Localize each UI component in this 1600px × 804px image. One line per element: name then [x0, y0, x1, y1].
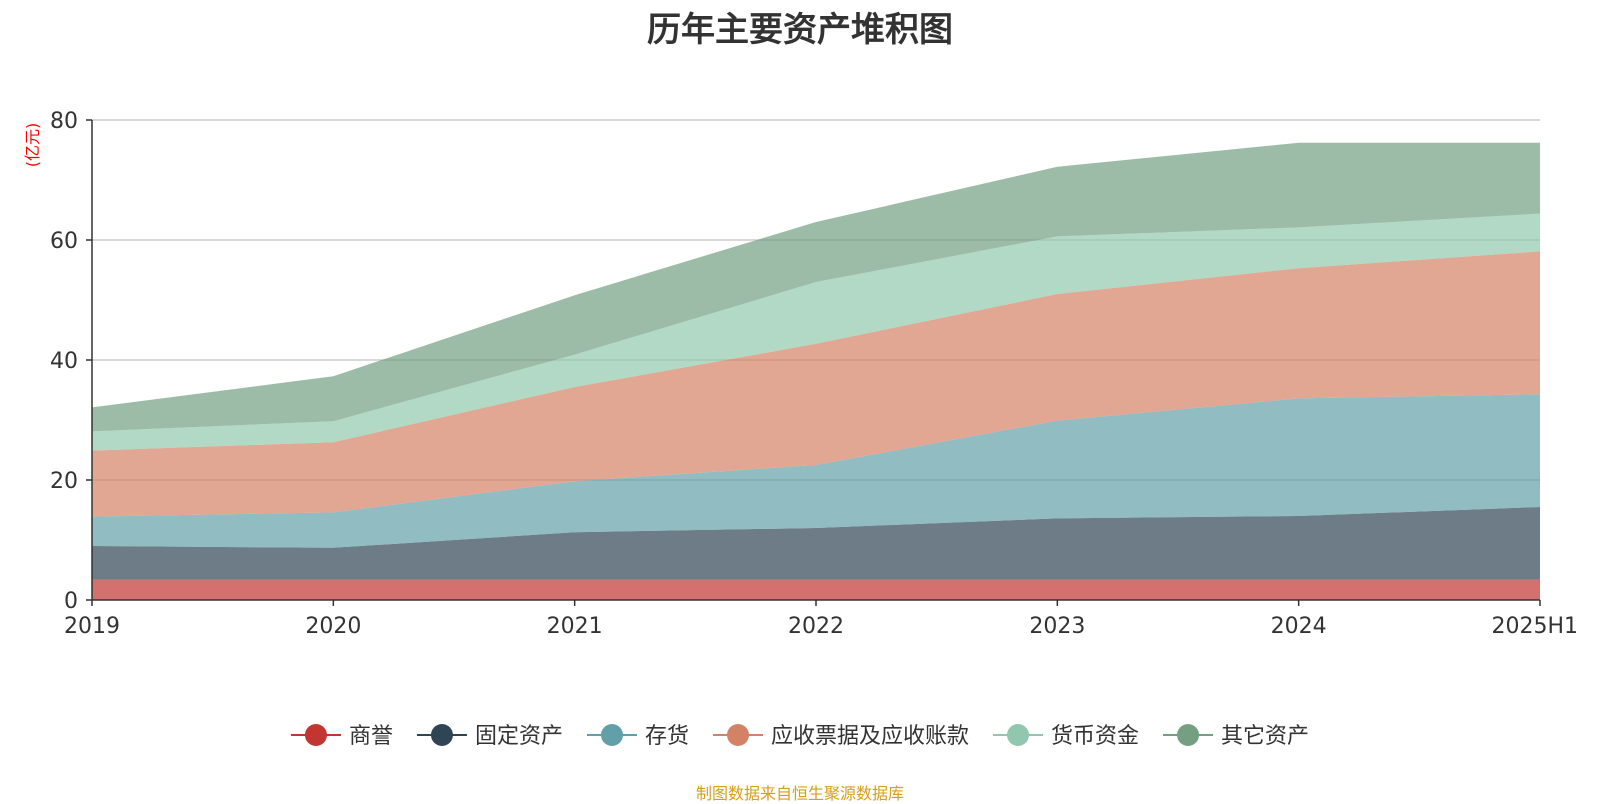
legend-circle-marker [600, 724, 623, 746]
legend: 商誉 固定资产 存货 应收票据及应收账款 货币资金 其它资产 [290, 724, 1309, 749]
axes: 2019 2020 2021 2022 2023 2024 2025H1 [64, 120, 1578, 639]
chart-title: 历年主要资产堆积图 [647, 10, 953, 50]
x-tick-label: 2020 [305, 614, 361, 639]
y-axis-unit-label: (亿元) [23, 123, 42, 168]
legend-item-商誉[interactable]: 商誉 [290, 724, 393, 749]
legend-circle-marker [727, 724, 749, 746]
legend-label: 固定资产 [475, 724, 563, 749]
area-series [92, 142, 1540, 600]
x-tick-label: 2025H1 [1491, 614, 1578, 639]
area-series-其它资产 [92, 142, 1540, 432]
y-tick-label: 80 [50, 109, 78, 134]
legend-label: 其它资产 [1221, 724, 1309, 749]
legend-label: 存货 [645, 724, 689, 749]
legend-circle-marker [304, 724, 327, 746]
x-tick-label: 2021 [547, 614, 603, 639]
x-tick-label: 2019 [64, 614, 120, 639]
y-tick-label: 0 [64, 589, 78, 614]
y-tick-label: 40 [50, 349, 78, 374]
area-series-固定资产 [92, 507, 1540, 580]
x-tick-label: 2024 [1271, 614, 1327, 639]
legend-item-存货[interactable]: 存货 [586, 724, 689, 749]
legend-label: 货币资金 [1051, 724, 1139, 749]
legend-item-应收票据及应收账款[interactable]: 应收票据及应收账款 [713, 724, 969, 749]
area-series-存货 [92, 394, 1540, 548]
y-tick-label: 60 [50, 229, 78, 254]
legend-circle-marker [430, 724, 453, 746]
y-tick-label: 20 [50, 469, 78, 494]
legend-circle-marker [1177, 724, 1200, 746]
x-tick-label: 2022 [788, 614, 844, 639]
area-series-应收票据及应收账款 [92, 251, 1540, 517]
legend-item-货币资金[interactable]: 货币资金 [993, 724, 1139, 749]
legend-circle-marker [1007, 724, 1030, 746]
x-tick-label: 2023 [1029, 614, 1085, 639]
legend-item-其它资产[interactable]: 其它资产 [1163, 724, 1309, 749]
area-series-货币资金 [92, 213, 1540, 451]
legend-label: 应收票据及应收账款 [771, 724, 969, 749]
legend-item-固定资产[interactable]: 固定资产 [416, 724, 563, 749]
area-series-商誉 [92, 579, 1540, 600]
data-source-note: 制图数据来自恒生聚源数据库 [695, 784, 904, 803]
legend-label: 商誉 [349, 724, 393, 749]
